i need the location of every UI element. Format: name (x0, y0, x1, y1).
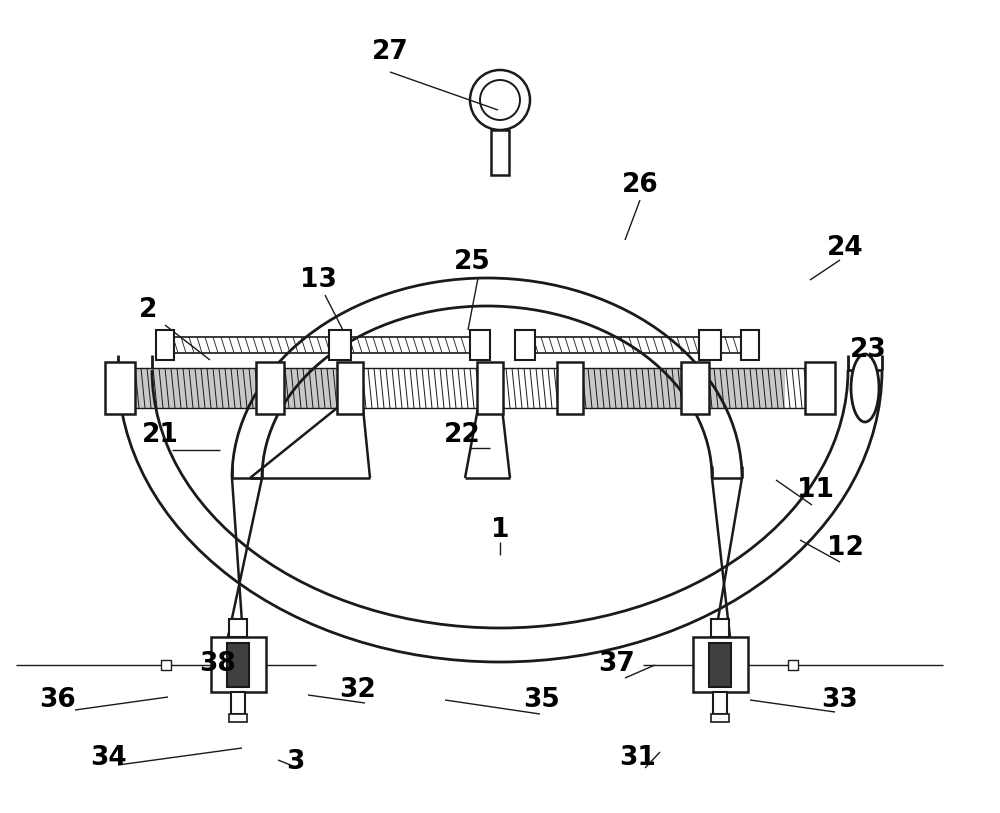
Text: 12: 12 (827, 535, 863, 561)
Bar (805, 362, 835, 414)
Text: 22: 22 (444, 422, 480, 448)
Text: 1: 1 (491, 517, 509, 543)
Ellipse shape (851, 354, 879, 422)
Text: 27: 27 (372, 39, 408, 65)
Bar (570, 368, 785, 408)
Bar (229, 715, 247, 723)
Text: 3: 3 (286, 749, 304, 775)
Bar (210, 637, 266, 693)
Bar (557, 362, 583, 414)
Bar (709, 643, 731, 687)
Bar (711, 715, 729, 723)
Bar (491, 130, 509, 175)
Bar (713, 693, 727, 715)
Text: 21: 21 (142, 422, 178, 448)
Bar (229, 620, 247, 637)
Bar (105, 362, 135, 414)
Text: 23: 23 (850, 337, 886, 363)
Bar (681, 362, 709, 414)
Bar (231, 693, 245, 715)
Text: 31: 31 (620, 745, 656, 771)
Bar (156, 330, 174, 360)
Bar (788, 660, 798, 670)
Bar (135, 368, 350, 408)
Bar (741, 330, 759, 360)
Text: 13: 13 (300, 267, 336, 293)
Bar (160, 660, 170, 670)
Bar (337, 362, 363, 414)
Text: 26: 26 (622, 172, 658, 198)
Bar (692, 637, 748, 693)
Text: 36: 36 (40, 687, 76, 713)
Bar (227, 643, 249, 687)
Text: 25: 25 (454, 249, 490, 275)
Text: 32: 32 (340, 677, 376, 703)
Bar (329, 330, 351, 360)
Bar (515, 330, 535, 360)
Bar (699, 330, 721, 360)
Bar (711, 620, 729, 637)
Text: 34: 34 (90, 745, 126, 771)
Text: 35: 35 (524, 687, 560, 713)
Text: 38: 38 (200, 651, 236, 677)
Bar (256, 362, 284, 414)
Bar (470, 330, 490, 360)
Text: 33: 33 (822, 687, 858, 713)
Text: 2: 2 (139, 297, 157, 323)
Text: 24: 24 (827, 235, 863, 261)
Bar (477, 362, 503, 414)
Text: 11: 11 (796, 477, 834, 503)
Text: 37: 37 (599, 651, 635, 677)
